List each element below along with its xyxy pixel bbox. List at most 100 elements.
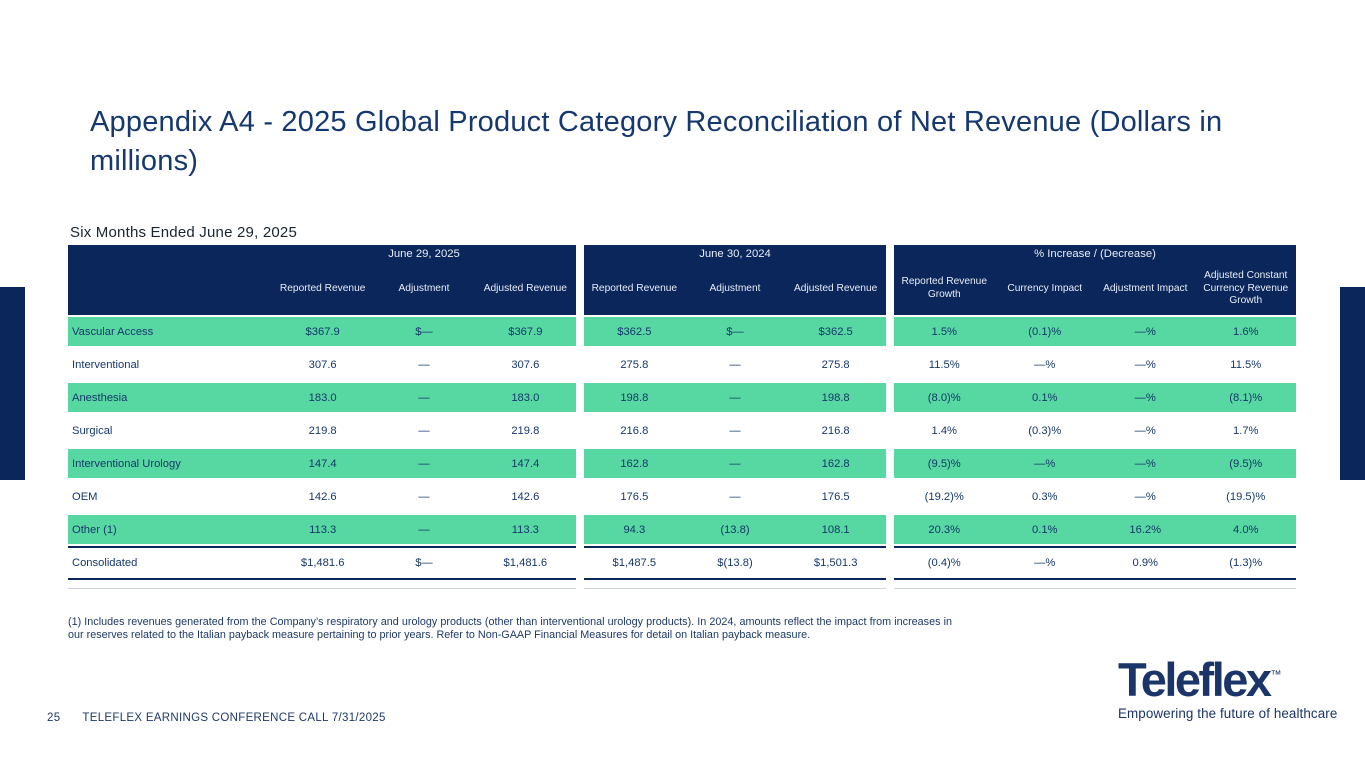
total-underline-segment <box>894 580 1296 589</box>
table-row: 176.5—176.5 <box>584 480 886 513</box>
footnote: (1) Includes revenues generated from the… <box>68 616 952 642</box>
table-caption: Six Months Ended June 29, 2025 <box>70 224 297 241</box>
cell-value: $1,481.6 <box>272 546 374 580</box>
cell-value: 94.3 <box>584 513 685 546</box>
cell-value: $1,481.6 <box>474 546 576 580</box>
revenue-table: June 29, 2025 Reported Revenue Adjustment A… <box>68 245 1296 589</box>
cell-value: —% <box>1095 348 1196 381</box>
row-label: Vascular Access <box>68 315 272 348</box>
table-row: Consolidated $1,481.6 $— $1,481.6 <box>68 546 576 580</box>
cell-value: 162.8 <box>584 447 685 480</box>
cell-value: —% <box>994 348 1095 381</box>
row-label: OEM <box>68 480 272 513</box>
cell-value: — <box>373 348 475 381</box>
group-title: June 30, 2024 <box>584 245 886 263</box>
cell-value: —% <box>1095 315 1196 348</box>
cell-value: 1.6% <box>1195 315 1296 348</box>
table-row: OEM 142.6—142.6 <box>68 480 576 513</box>
table-group-2: % Increase / (Decrease) Reported Revenue … <box>894 245 1296 589</box>
cell-value: $362.5 <box>584 315 685 348</box>
group-title: % Increase / (Decrease) <box>894 245 1296 263</box>
cell-value: (8.1)% <box>1195 381 1296 414</box>
cell-value: —% <box>994 546 1095 580</box>
total-underline-segment <box>68 580 576 589</box>
table-row: 162.8—162.8 <box>584 447 886 480</box>
cell-value: $1,501.3 <box>785 546 886 580</box>
column-header: Adjusted Constant Currency Revenue Growt… <box>1195 263 1296 315</box>
cell-value: 198.8 <box>584 381 685 414</box>
table-group-0: June 29, 2025 Reported Revenue Adjustment A… <box>68 245 576 589</box>
cell-value: $— <box>684 315 786 348</box>
trademark-symbol: ™ <box>1270 669 1282 681</box>
table-row: 1.5% (0.1)% —% 1.6% <box>894 315 1296 348</box>
cell-value: 11.5% <box>1195 348 1296 381</box>
table-row: 1.4% (0.3)% —% 1.7% <box>894 414 1296 447</box>
cell-value: 307.6 <box>474 348 576 381</box>
logo-text: Teleflex <box>1118 653 1272 706</box>
cell-value: — <box>373 414 475 447</box>
cell-value: — <box>684 414 786 447</box>
cell-value: 16.2% <box>1095 513 1196 546</box>
cell-value: $362.5 <box>785 315 886 348</box>
table-row: 20.3% 0.1% 16.2% 4.0% <box>894 513 1296 546</box>
logo-tagline: Empowering the future of healthcare <box>1118 706 1338 721</box>
total-underline <box>68 580 576 589</box>
teleflex-logo: Teleflex™ Empowering the future of healt… <box>1118 656 1348 721</box>
cell-value: 1.7% <box>1195 414 1296 447</box>
table-row: (0.4)% —% 0.9% (1.3)% <box>894 546 1296 580</box>
cell-value: (19.5)% <box>1195 480 1296 513</box>
row-label-header <box>68 245 272 315</box>
row-label: Interventional <box>68 348 272 381</box>
table-row: 11.5% —% —% 11.5% <box>894 348 1296 381</box>
table-row: Other (1) 113.3—113.3 <box>68 513 576 546</box>
cell-value: 176.5 <box>584 480 685 513</box>
table-row: Interventional Urology 147.4—147.4 <box>68 447 576 480</box>
row-label: Surgical <box>68 414 272 447</box>
page-number: 25 <box>47 712 61 724</box>
cell-value: (8.0)% <box>894 381 995 414</box>
column-header: Currency Impact <box>994 263 1095 315</box>
cell-value: 183.0 <box>474 381 576 414</box>
cell-value: 0.1% <box>994 381 1095 414</box>
cell-value: — <box>373 480 475 513</box>
cell-value: 0.3% <box>994 480 1095 513</box>
cell-value: — <box>684 381 786 414</box>
cell-value: (13.8) <box>684 513 786 546</box>
cell-value: 4.0% <box>1195 513 1296 546</box>
table-row: Anesthesia 183.0—183.0 <box>68 381 576 414</box>
column-header: Adjusted Revenue <box>474 263 576 315</box>
table-row: (8.0)% 0.1% —% (8.1)% <box>894 381 1296 414</box>
table-row: $1,487.5 $(13.8) $1,501.3 <box>584 546 886 580</box>
cell-value: $367.9 <box>474 315 576 348</box>
cell-value: $— <box>373 546 475 580</box>
cell-value: 275.8 <box>785 348 886 381</box>
cell-value: 176.5 <box>785 480 886 513</box>
slide-footer: 25 TELEFLEX EARNINGS CONFERENCE CALL 7/3… <box>47 712 386 724</box>
cell-value: (9.5)% <box>894 447 995 480</box>
cell-value: 1.4% <box>894 414 995 447</box>
cell-value: (0.3)% <box>994 414 1095 447</box>
cell-value: —% <box>1095 447 1196 480</box>
cell-value: $— <box>373 315 475 348</box>
group-title: June 29, 2025 <box>272 245 576 263</box>
cell-value: (19.2)% <box>894 480 995 513</box>
right-accent-bar <box>1340 287 1365 480</box>
cell-value: 1.5% <box>894 315 995 348</box>
table-row: $362.5 $— $362.5 <box>584 315 886 348</box>
table-row: 94.3 (13.8) 108.1 <box>584 513 886 546</box>
column-header: Adjustment <box>684 263 786 315</box>
table-row: (9.5)% —% —% (9.5)% <box>894 447 1296 480</box>
cell-value: (1.3)% <box>1195 546 1296 580</box>
cell-value: 113.3 <box>272 513 374 546</box>
cell-value: —% <box>1095 480 1196 513</box>
table-row: 216.8—216.8 <box>584 414 886 447</box>
cell-value: $(13.8) <box>684 546 786 580</box>
total-underline-segment <box>584 580 886 589</box>
table-row: (19.2)% 0.3% —% (19.5)% <box>894 480 1296 513</box>
cell-value: 183.0 <box>272 381 374 414</box>
table-row: 198.8—198.8 <box>584 381 886 414</box>
cell-value: (0.4)% <box>894 546 995 580</box>
column-header: Adjustment Impact <box>1095 263 1196 315</box>
cell-value: 162.8 <box>785 447 886 480</box>
cell-value: 219.8 <box>474 414 576 447</box>
